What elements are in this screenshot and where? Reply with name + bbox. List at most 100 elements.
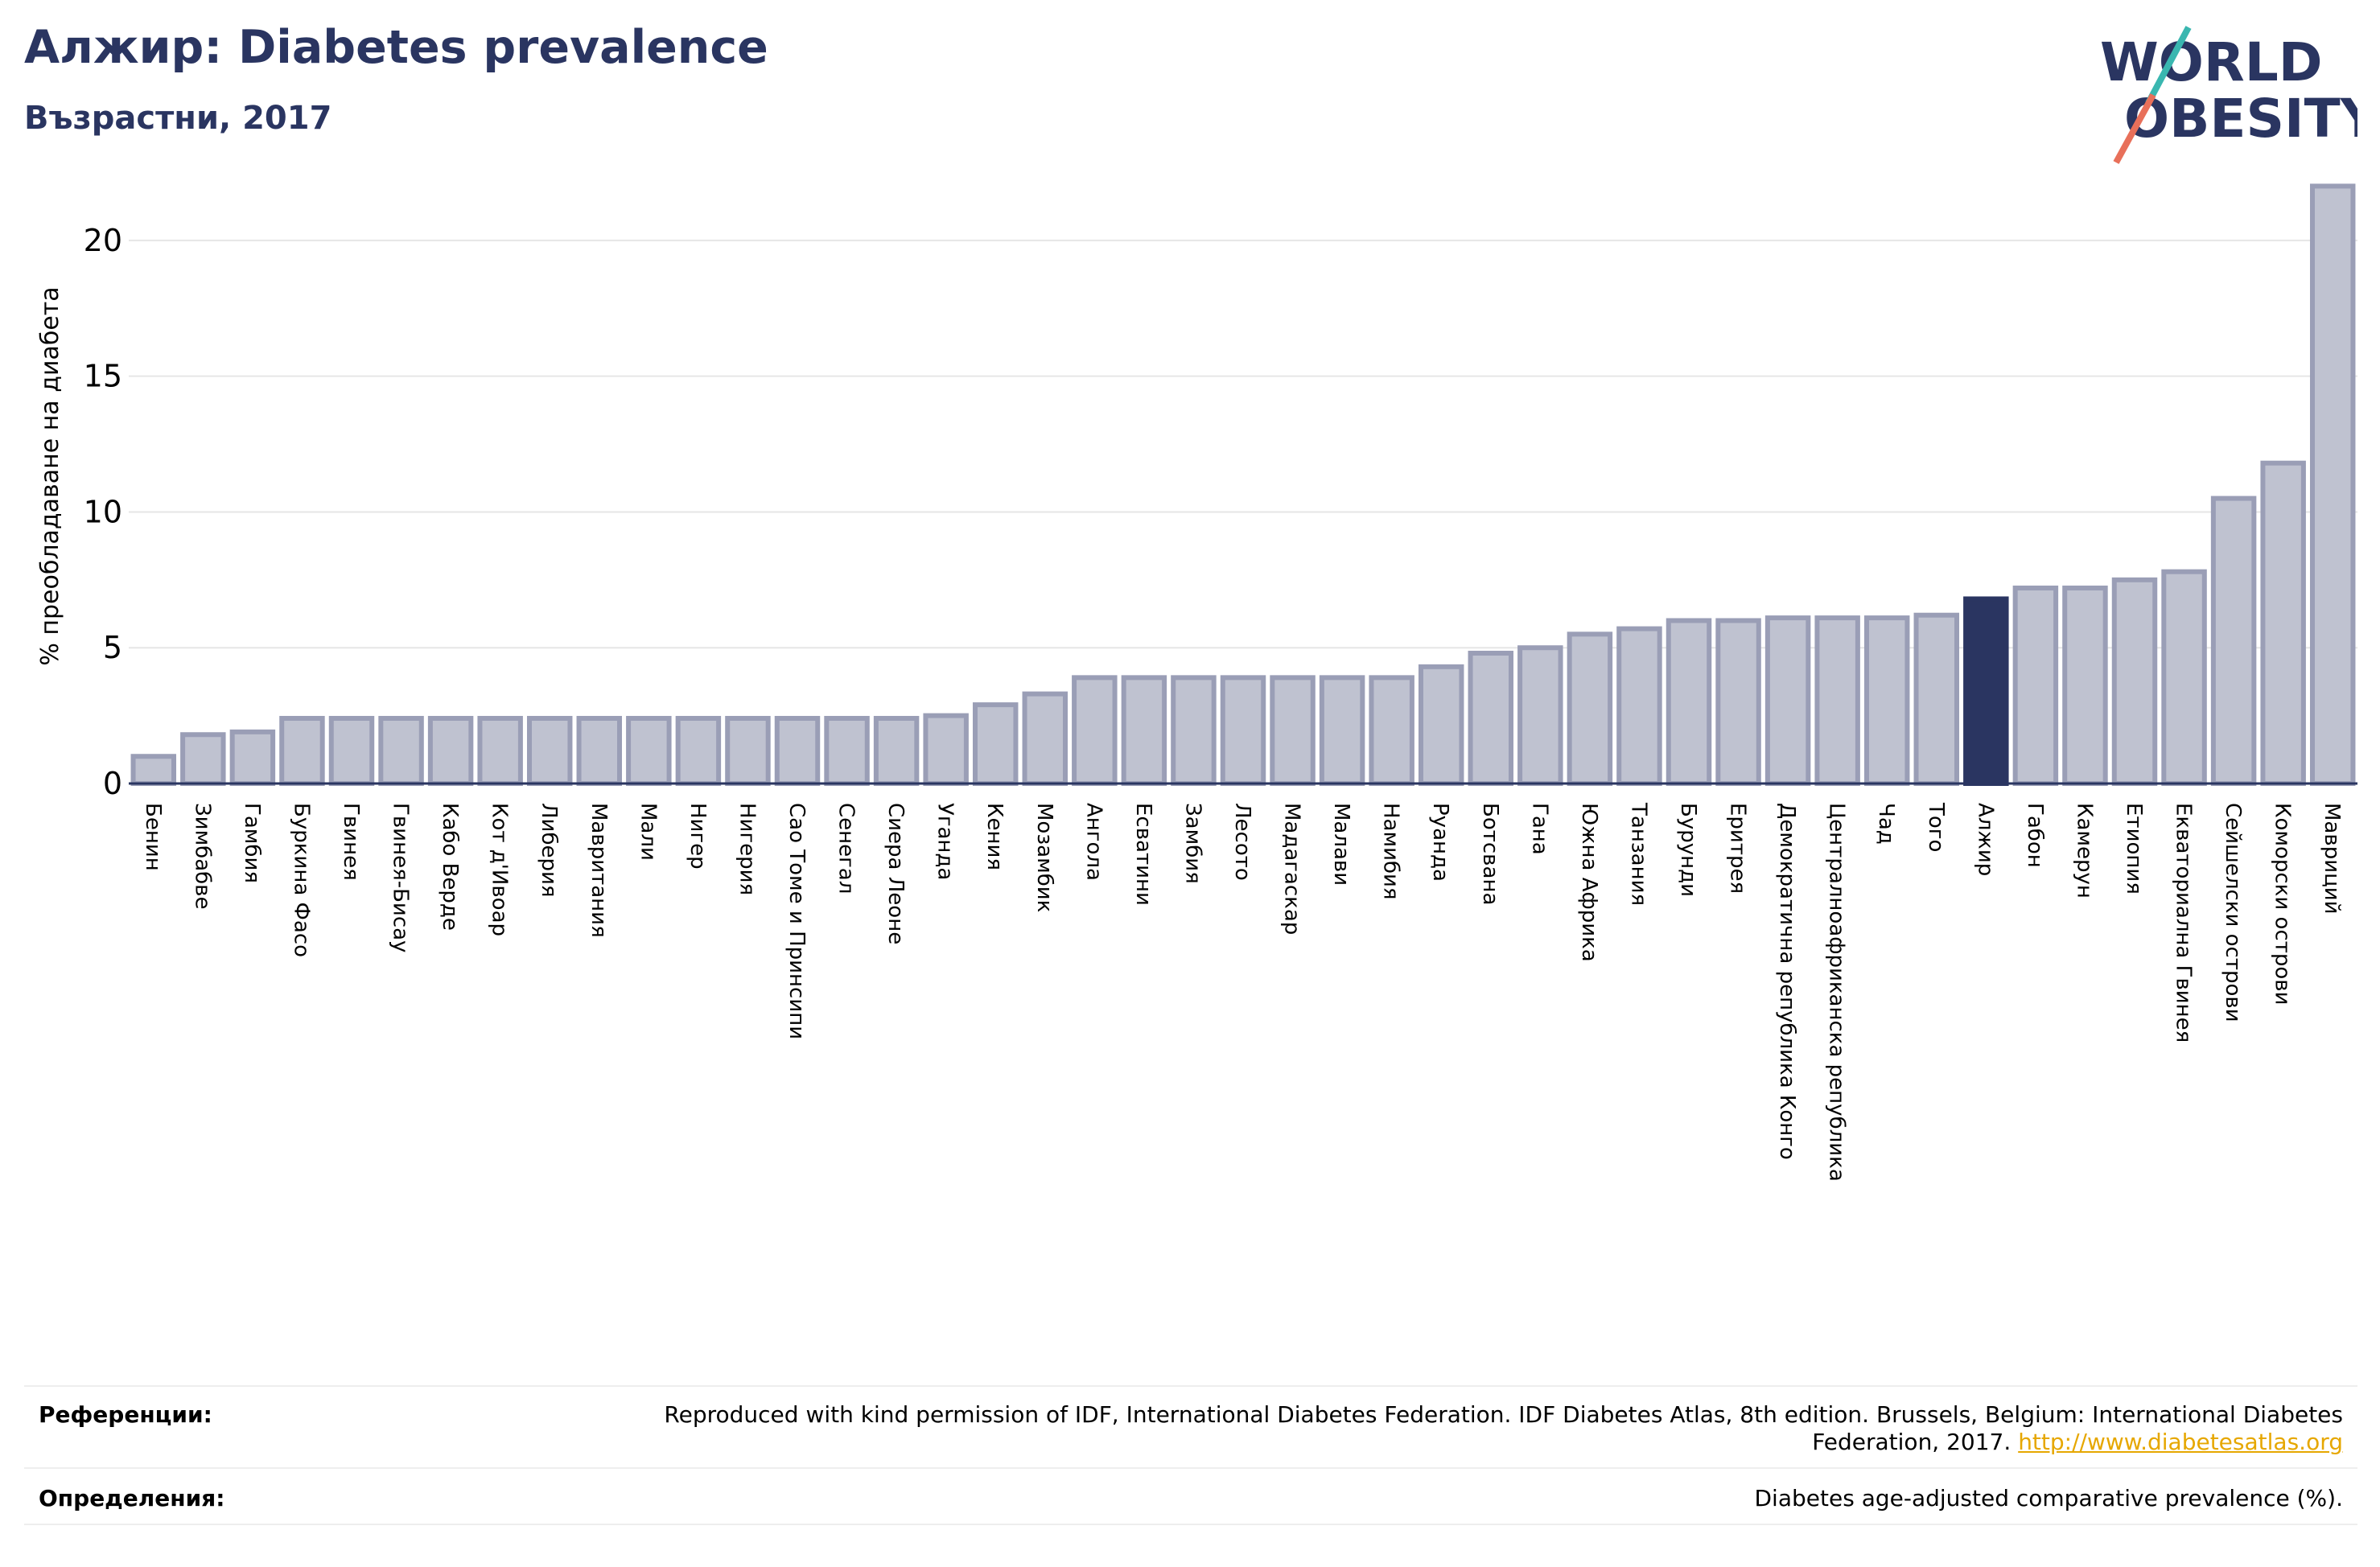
bar (675, 715, 722, 787)
bar (2062, 585, 2108, 787)
page-subtitle: Възрастни, 2017 (24, 100, 332, 137)
x-tick-label: Южна Африка (1577, 803, 1601, 962)
x-tick-label: Еритрея (1726, 803, 1750, 894)
x-tick-label: Малави (1329, 803, 1353, 886)
bar (1913, 612, 1960, 786)
x-tick-label: Мали (636, 803, 660, 861)
logo-line2: OBESITY (2124, 88, 2357, 150)
x-tick-label: Нигер (686, 803, 710, 870)
bar (873, 715, 920, 787)
x-tick-label: Нигерия (735, 803, 759, 895)
bar (229, 729, 276, 787)
bar (477, 715, 523, 787)
x-tick-label: Замбия (1180, 803, 1204, 884)
bar (725, 715, 771, 787)
bar (328, 715, 375, 787)
x-tick-label: Буркина Фасо (289, 803, 313, 957)
bar-highlight (1963, 596, 2009, 787)
references-citation: Reproduced with kind permission of IDF, … (664, 1401, 2343, 1455)
x-tick-label: Кения (982, 803, 1007, 870)
x-tick-label: Сиера Леоне (883, 803, 908, 944)
bar (1517, 645, 1563, 787)
x-tick-label: Ботсвана (1478, 803, 1502, 905)
x-tick-label: Танзания (1626, 802, 1650, 906)
bar (923, 713, 969, 786)
x-tick-label: Бенин (141, 803, 165, 871)
x-tick-label: Кот д'Ивоар (488, 803, 512, 936)
bar (1022, 691, 1069, 786)
x-tick-label: Коморски острови (2271, 803, 2295, 1006)
x-tick-label: Гвинея (339, 803, 363, 881)
y-tick-label: 0 (103, 766, 122, 801)
bar (824, 715, 870, 787)
page-title: Алжир: Diabetes prevalence (24, 21, 768, 74)
bar (526, 715, 573, 787)
x-tick-label: Мозамбик (1032, 803, 1056, 912)
bar (626, 715, 672, 787)
bar (972, 702, 1019, 786)
x-tick-label: Мавриций (2320, 803, 2344, 915)
footer-divider-bottom (24, 1524, 2357, 1525)
footer-divider-top (24, 1385, 2357, 1387)
x-tick-label: Етиопия (2122, 803, 2146, 895)
bar (1616, 626, 1662, 787)
x-tick-label: Намибия (1379, 803, 1403, 900)
x-tick-label: Екваториална Гвинея (2172, 803, 2196, 1043)
bar (180, 732, 226, 786)
x-tick-label: Гана (1527, 803, 1551, 855)
bar (1319, 675, 1365, 787)
logo-slash-red (2113, 93, 2156, 164)
bar-chart: 0 5 10 15 20 Бенин Зимбабве Гамбия Буркина Фасо… (36, 183, 2357, 1182)
bar (1369, 675, 1414, 787)
x-tick-label: Ангола (1081, 803, 1106, 881)
y-tick-label: 15 (84, 359, 122, 394)
world-obesity-logo: WORLD OBESITY (2100, 26, 2357, 164)
y-tick-label: 5 (103, 630, 122, 665)
bar (1171, 675, 1217, 787)
bar (1814, 615, 1860, 787)
bar (1863, 615, 1910, 787)
x-tick-label: Руанда (1428, 803, 1452, 882)
x-tick-label: Сао Томе и Принсипи (784, 803, 809, 1039)
bar (1072, 675, 1118, 787)
bar (576, 715, 623, 787)
bar (1418, 664, 1464, 787)
references-link[interactable]: http://www.diabetesatlas.org (2018, 1429, 2343, 1455)
bar (2012, 585, 2059, 787)
x-tick-label: Камерун (2072, 803, 2096, 899)
footer-divider-middle (24, 1467, 2357, 1469)
x-tick-label: Гвинея-Бисау (389, 803, 413, 952)
x-tick-label: Мадагаскар (1280, 803, 1304, 935)
x-tick-label: Лесото (1230, 803, 1254, 881)
x-tick-label: Зимбабве (190, 803, 214, 910)
x-tick-label: Демократична република Конго (1775, 803, 1799, 1160)
bar (2161, 569, 2207, 786)
x-tick-label: Габон (2023, 803, 2047, 868)
bar (1270, 675, 1316, 787)
bar (774, 715, 821, 787)
x-tick-label: Сейшелски острови (2221, 803, 2245, 1022)
bar (1567, 631, 1613, 786)
x-tick-label: Есватини (1131, 803, 1155, 906)
bar (378, 715, 424, 787)
definitions-label: Определения: (39, 1485, 225, 1511)
y-tick-label: 20 (84, 223, 122, 258)
x-tick-label: Уганда (933, 803, 957, 880)
bar (2210, 496, 2257, 786)
y-axis-label: % преобладаване на диабета (36, 286, 64, 665)
x-tick-label: Мавритания (587, 803, 611, 938)
bar (2260, 460, 2306, 786)
bar (427, 715, 474, 787)
bar (1666, 618, 1712, 786)
bar (1121, 675, 1167, 787)
bar (279, 715, 325, 787)
bar (130, 754, 177, 786)
y-tick-label: 10 (84, 494, 122, 529)
bar (1715, 618, 1761, 786)
logo-line1: WORLD (2100, 31, 2323, 93)
bar (1220, 675, 1266, 787)
bar (2111, 577, 2158, 786)
x-tick-label: Сенегал (834, 803, 859, 894)
bar (1764, 615, 1811, 787)
bar (1468, 650, 1514, 786)
